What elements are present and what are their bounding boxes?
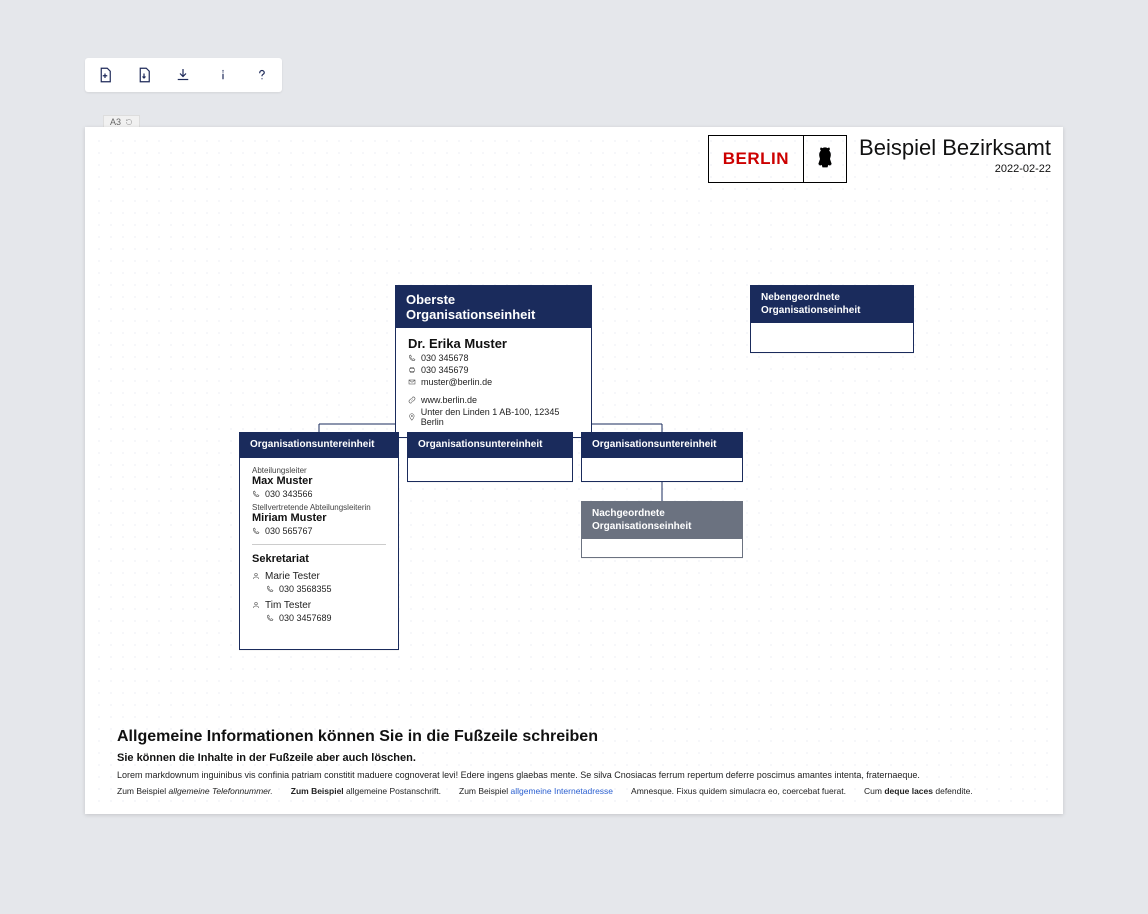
footer-link[interactable]: allgemeine Internetadresse [511, 786, 614, 796]
phone-value: 030 343566 [265, 489, 313, 499]
org-card-body [751, 323, 913, 347]
mail-icon [408, 378, 416, 386]
document-title: Beispiel Bezirksamt [859, 135, 1051, 161]
email-value: muster@berlin.de [421, 377, 492, 387]
user-icon [252, 601, 260, 609]
org-card-title: Nachgeordnete Organisationseinheit [582, 502, 742, 539]
phone-value: 030 565767 [265, 526, 313, 536]
pin-icon [408, 413, 416, 421]
org-card-sub1[interactable]: Organisationsuntereinheit Abteilungsleit… [239, 432, 399, 650]
footer-seg: Zum Beispiel allgemeine Postanschrift. [291, 786, 441, 796]
org-card-body [582, 539, 742, 557]
phone-row: 030 343566 [252, 489, 386, 499]
toolbar-btn-help[interactable] [251, 64, 273, 86]
phone-icon [266, 614, 274, 622]
footer-heading: Allgemeine Informationen können Sie in d… [117, 728, 1031, 746]
fax-value: 030 345679 [421, 365, 469, 375]
rotate-icon [125, 118, 133, 126]
footer-seg: Cum deque laces defendite. [864, 786, 973, 796]
org-card-sub3[interactable]: Organisationsuntereinheit [581, 432, 743, 482]
info-icon [214, 66, 232, 84]
org-card-body [582, 458, 742, 478]
person-name: Dr. Erika Muster [408, 336, 579, 351]
phone-value: 030 345678 [421, 353, 469, 363]
web-value: www.berlin.de [421, 395, 477, 405]
org-card-title: Organisationsuntereinheit [240, 433, 398, 458]
toolbar-btn-add-card[interactable] [94, 64, 116, 86]
org-card-sub4[interactable]: Nachgeordnete Organisationseinheit [581, 501, 743, 558]
footer-seg: Zum Beispiel allgemeine Telefonnummer. [117, 786, 273, 796]
person-name: Miriam Muster [252, 512, 386, 524]
org-card-title: Organisationsuntereinheit [582, 433, 742, 458]
berlin-logo: BERLIN [708, 135, 847, 183]
stage: A3 BERLIN Beispiel Bezirksamt 2022-02-22… [0, 0, 1148, 914]
phone-icon [252, 490, 260, 498]
sekretariat-person: Marie Tester 030 3568355 [252, 571, 386, 594]
toolbar-btn-add-doc[interactable] [133, 64, 155, 86]
berlin-logo-text: BERLIN [709, 136, 804, 182]
email-row: muster@berlin.de [408, 377, 579, 387]
phone-row: 030 345678 [408, 353, 579, 363]
org-card-body [408, 458, 572, 478]
file-arrow-icon [135, 66, 153, 84]
header-text: Beispiel Bezirksamt 2022-02-22 [859, 135, 1051, 175]
org-card-title: Oberste Organisationseinheit [396, 286, 591, 328]
title-line-1: Nebengeordnete [761, 292, 903, 305]
footer: Allgemeine Informationen können Sie in d… [117, 728, 1031, 796]
address-value: Unter den Linden 1 AB-100, 12345 Berlin [421, 407, 579, 427]
toolbar-btn-info[interactable] [212, 64, 234, 86]
document-date: 2022-02-22 [859, 163, 1051, 175]
phone-value: 030 3457689 [279, 613, 332, 623]
phone-value: 030 3568355 [279, 584, 332, 594]
footer-seg: Amnesque. Fixus quidem simulacra eo, coe… [631, 786, 846, 796]
footer-subheading: Sie können die Inhalte in der Fußzeile a… [117, 752, 1031, 764]
paper-format-label: A3 [110, 117, 121, 127]
org-card-sub2[interactable]: Organisationsuntereinheit [407, 432, 573, 482]
org-card-body: Dr. Erika Muster 030 345678 030 345679 m… [396, 328, 591, 437]
phone-row: 030 565767 [252, 526, 386, 536]
address-row: Unter den Linden 1 AB-100, 12345 Berlin [408, 407, 579, 427]
title-line-1: Nachgeordnete [592, 508, 732, 521]
person-name: Tim Tester [265, 600, 311, 611]
sekretariat-label: Sekretariat [252, 553, 386, 565]
org-card-title: Nebengeordnete Organisationseinheit [751, 286, 913, 323]
fax-icon [408, 366, 416, 374]
sekretariat-person: Tim Tester 030 3457689 [252, 600, 386, 623]
person-name: Marie Tester [265, 571, 320, 582]
toolbar [85, 58, 282, 92]
org-card-side[interactable]: Nebengeordnete Organisationseinheit [750, 285, 914, 353]
person-row: Marie Tester [252, 571, 386, 582]
footer-seg: Zum Beispiel allgemeine Internetadresse [459, 786, 613, 796]
berlin-bear-icon [804, 136, 846, 182]
dot-grid [93, 135, 1055, 806]
file-plus-icon [96, 66, 114, 84]
document-header: BERLIN Beispiel Bezirksamt 2022-02-22 [708, 135, 1051, 183]
divider [252, 544, 386, 545]
fax-row: 030 345679 [408, 365, 579, 375]
link-icon [408, 396, 416, 404]
phone-row: 030 3568355 [266, 584, 386, 594]
title-line-2: Organisationseinheit [761, 305, 903, 318]
footer-row: Zum Beispiel allgemeine Telefonnummer. Z… [117, 786, 1031, 796]
help-icon [253, 66, 271, 84]
phone-icon [266, 585, 274, 593]
footer-paragraph: Lorem markdownum inguinibus vis confinia… [117, 770, 1031, 780]
org-card-body: Abteilungsleiter Max Muster 030 343566 S… [240, 458, 398, 633]
download-icon [174, 66, 192, 84]
title-line-2: Organisationseinheit [592, 521, 732, 534]
user-icon [252, 572, 260, 580]
toolbar-btn-download[interactable] [172, 64, 194, 86]
person-row: Tim Tester [252, 600, 386, 611]
org-card-title: Organisationsuntereinheit [408, 433, 572, 458]
web-row: www.berlin.de [408, 395, 579, 405]
person-role: Stellvertretende Abteilungsleiterin [252, 503, 386, 512]
person-name: Max Muster [252, 475, 386, 487]
phone-icon [252, 527, 260, 535]
phone-icon [408, 354, 416, 362]
org-card-root[interactable]: Oberste Organisationseinheit Dr. Erika M… [395, 285, 592, 438]
person-role: Abteilungsleiter [252, 466, 386, 475]
phone-row: 030 3457689 [266, 613, 386, 623]
paper: BERLIN Beispiel Bezirksamt 2022-02-22 Ob… [85, 127, 1063, 814]
